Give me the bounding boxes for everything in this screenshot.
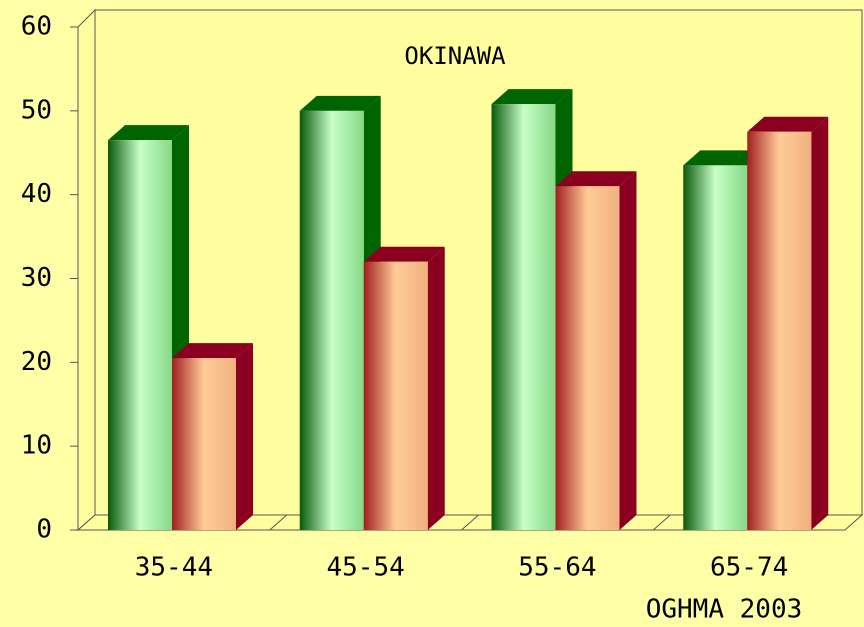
bar (555, 186, 620, 531)
bar-side (427, 246, 445, 530)
floor-tick (461, 514, 479, 531)
y-tick-label: 20 (21, 347, 52, 377)
footer: OGHMA 2003 (646, 595, 803, 625)
bar (108, 140, 172, 531)
x-tick-label: 45-54 (326, 553, 404, 583)
y-tick-label: 0 (36, 515, 52, 545)
bar-top (108, 125, 189, 141)
bar-side (811, 116, 829, 531)
y-tick-label: 50 (21, 95, 52, 125)
bar (683, 165, 748, 530)
y-tick-label: 10 (21, 431, 52, 461)
y-tick-label: 30 (21, 263, 52, 293)
bar-top (747, 116, 829, 132)
x-tick-label: 55-64 (518, 553, 596, 583)
x-tick-label: 65-74 (710, 553, 788, 583)
floor-tick (269, 514, 288, 531)
bar-top (172, 343, 253, 359)
bar-top (555, 171, 637, 187)
bar (172, 358, 236, 530)
side-wall (77, 8, 96, 532)
bar-side (236, 343, 253, 530)
chart-title: OKINAWA (404, 42, 506, 70)
bar-side (619, 171, 637, 531)
bar-top (363, 246, 445, 262)
bar (299, 110, 364, 530)
y-tick-label: 60 (21, 12, 52, 42)
bar (363, 261, 428, 530)
y-tick-label: 40 (21, 179, 52, 209)
x-tick-label: 35-44 (135, 553, 213, 583)
bar-top (491, 89, 573, 105)
bar-top (299, 95, 381, 111)
bar (491, 104, 556, 531)
bar-top (683, 150, 765, 166)
floor-tick (652, 514, 671, 531)
bar (747, 131, 812, 530)
